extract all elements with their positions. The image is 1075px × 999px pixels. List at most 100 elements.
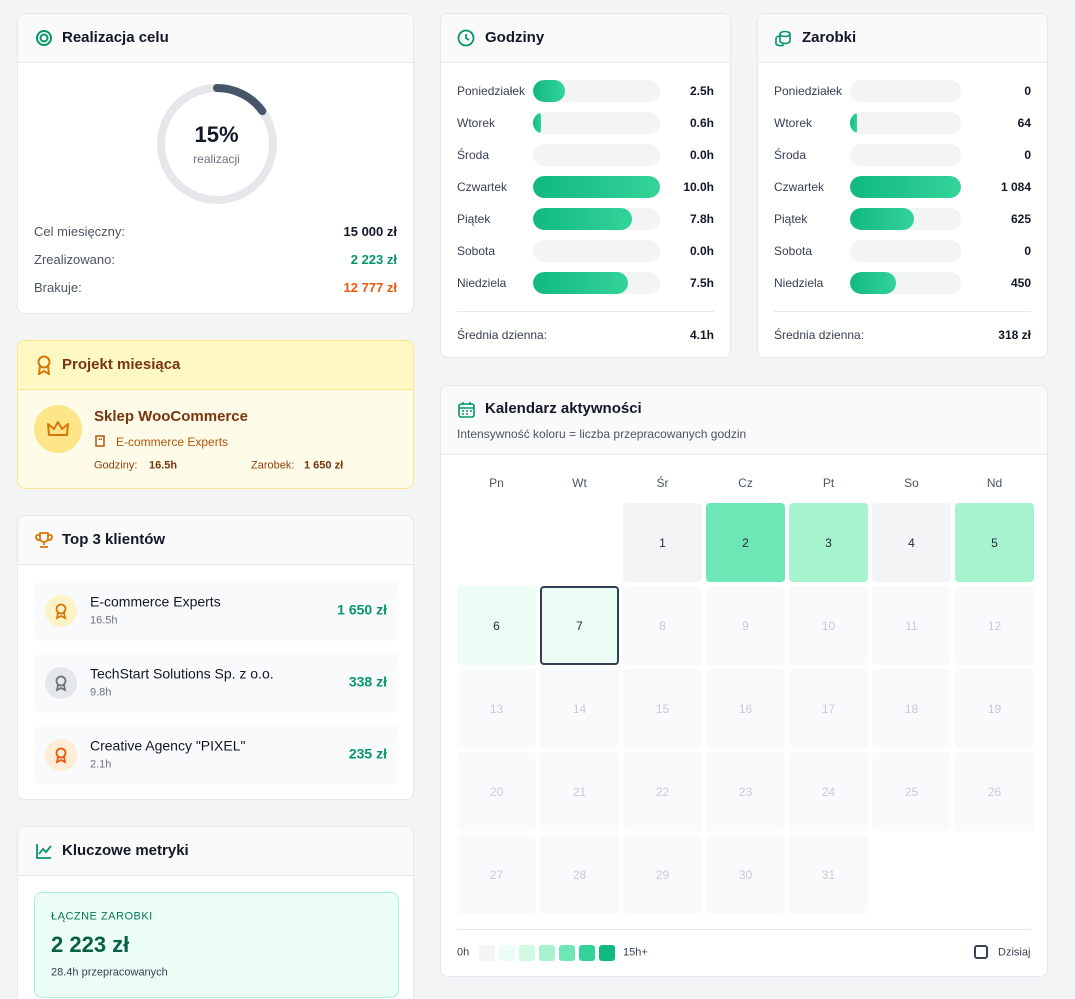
card-header: [18, 341, 413, 390]
row-value: 2 223 zł: [350, 252, 397, 268]
day-cell[interactable]: 14: [540, 669, 619, 748]
day-label: Poniedziałek: [774, 83, 843, 98]
day-cell[interactable]: 16: [706, 669, 785, 748]
legend-swatch: [539, 945, 555, 961]
client-icon: [45, 667, 77, 699]
client-amount: 338 zł: [348, 673, 387, 690]
avg-label: Średnia dzienna:: [457, 327, 548, 342]
day-cell[interactable]: 7: [540, 586, 619, 665]
day-cell[interactable]: 22: [623, 752, 702, 831]
day-cell[interactable]: 8: [623, 586, 702, 665]
bar: [850, 112, 857, 134]
day-number: 26: [987, 784, 1002, 799]
day-number: 15: [655, 701, 670, 716]
day-number: 4: [908, 535, 915, 550]
day-cell[interactable]: 1: [623, 503, 702, 582]
day-number: 5: [991, 535, 998, 550]
weekday: Śr: [656, 475, 669, 490]
day-cell[interactable]: 26: [955, 752, 1034, 831]
bar-track: [533, 240, 660, 262]
bar-track: [533, 208, 660, 230]
day-cell[interactable]: 21: [540, 752, 619, 831]
coins-icon: [775, 30, 791, 47]
day-label: Środa: [774, 147, 807, 162]
day-number: 27: [489, 867, 504, 882]
divider: [774, 311, 1031, 312]
day-number: 29: [655, 867, 670, 882]
trophy-icon: [35, 532, 53, 548]
bar-track: [850, 272, 961, 294]
day-label: Czwartek: [457, 179, 508, 194]
day-cell[interactable]: 19: [955, 669, 1034, 748]
project-client: E-commerce Experts: [116, 434, 229, 449]
day-cell[interactable]: 25: [872, 752, 951, 831]
client-hours: 2.1h: [90, 758, 112, 771]
day-cell[interactable]: 3: [789, 503, 868, 582]
day-cell[interactable]: 10: [789, 586, 868, 665]
day-number: 3: [825, 535, 832, 550]
divider: [457, 929, 1031, 930]
day-cell[interactable]: 6: [457, 586, 536, 665]
day-cell[interactable]: 20: [457, 752, 536, 831]
metric-note: 28.4h przepracowanych: [51, 966, 168, 979]
day-cell[interactable]: 31: [789, 835, 868, 914]
bar-track: [533, 272, 660, 294]
weekday: Pn: [489, 475, 504, 490]
day-cell[interactable]: 18: [872, 669, 951, 748]
icon: [55, 747, 67, 764]
day-cell[interactable]: 15: [623, 669, 702, 748]
day-number: 9: [742, 618, 749, 633]
calendar-icon: [458, 402, 475, 418]
card-title: Kluczowe metryki: [62, 842, 189, 859]
day-cell[interactable]: 23: [706, 752, 785, 831]
bar-value: 0: [1024, 147, 1031, 162]
weekday: Cz: [738, 475, 753, 490]
day-cell[interactable]: 27: [457, 835, 536, 914]
day-number: 12: [987, 618, 1002, 633]
bar-track: [533, 112, 660, 134]
card-header: [18, 14, 413, 63]
day-cell[interactable]: 9: [706, 586, 785, 665]
calendar-card: Kalendarz aktywności Intensywność koloru…: [440, 385, 1048, 977]
day-cell[interactable]: 28: [540, 835, 619, 914]
bar: [850, 272, 897, 294]
bar: [850, 176, 961, 198]
day-cell[interactable]: 29: [623, 835, 702, 914]
today-checkbox[interactable]: [974, 945, 988, 959]
earnings-value: 1 650 zł: [304, 459, 344, 472]
legend-swatch: [479, 945, 495, 961]
day-cell[interactable]: 11: [872, 586, 951, 665]
client-name: E-commerce Experts: [90, 593, 221, 610]
day-cell[interactable]: 5: [955, 503, 1034, 582]
day-label: Piątek: [774, 211, 808, 226]
legend-swatch: [599, 945, 615, 961]
bar-value: 450: [1010, 275, 1031, 290]
day-cell[interactable]: 4: [872, 503, 951, 582]
day-label: Czwartek: [774, 179, 825, 194]
day-cell[interactable]: 30: [706, 835, 785, 914]
card-header: [441, 386, 1047, 455]
goal-card: Realizacja celu 15% realizacji Cel miesi…: [17, 13, 414, 314]
bar-track: [850, 208, 961, 230]
bar-value: 2.5h: [689, 83, 714, 98]
bar-value: 0.0h: [689, 147, 714, 162]
row-label: Brakuje:: [34, 280, 82, 296]
metric-label: ŁĄCZNE ZAROBKI: [51, 910, 153, 923]
day-cell[interactable]: 12: [955, 586, 1034, 665]
day-number: 25: [904, 784, 919, 799]
metric-box: ŁĄCZNE ZAROBKI 2 223 zł 28.4h przepracow…: [34, 892, 399, 998]
day-cell[interactable]: 13: [457, 669, 536, 748]
award-icon: [37, 355, 51, 375]
day-number: 19: [987, 701, 1002, 716]
bar: [533, 272, 629, 294]
day-cell[interactable]: 24: [789, 752, 868, 831]
card-title: Realizacja celu: [62, 29, 169, 46]
day-cell[interactable]: 2: [706, 503, 785, 582]
project-name: Sklep WooCommerce: [94, 408, 248, 425]
bar-value: 10.0h: [683, 179, 714, 194]
client-item: E-commerce Experts 16.5h 1 650 zł: [34, 581, 399, 641]
day-number: 23: [738, 784, 753, 799]
metrics-card: Kluczowe metryki ŁĄCZNE ZAROBKI 2 223 zł…: [17, 826, 414, 999]
day-cell[interactable]: 17: [789, 669, 868, 748]
